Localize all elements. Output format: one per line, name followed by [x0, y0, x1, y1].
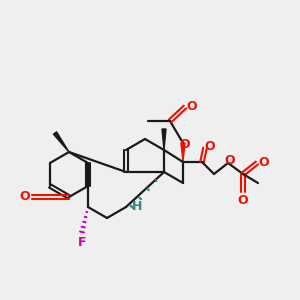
Text: O: O: [259, 157, 269, 169]
Polygon shape: [53, 132, 69, 152]
Text: H: H: [132, 200, 142, 214]
Text: O: O: [20, 190, 30, 203]
Text: F: F: [78, 236, 86, 248]
Text: O: O: [205, 140, 215, 152]
Text: O: O: [238, 194, 248, 206]
Polygon shape: [162, 129, 166, 150]
Text: O: O: [187, 100, 197, 113]
Text: O: O: [180, 139, 190, 152]
Polygon shape: [181, 143, 185, 162]
Text: O: O: [225, 154, 235, 166]
